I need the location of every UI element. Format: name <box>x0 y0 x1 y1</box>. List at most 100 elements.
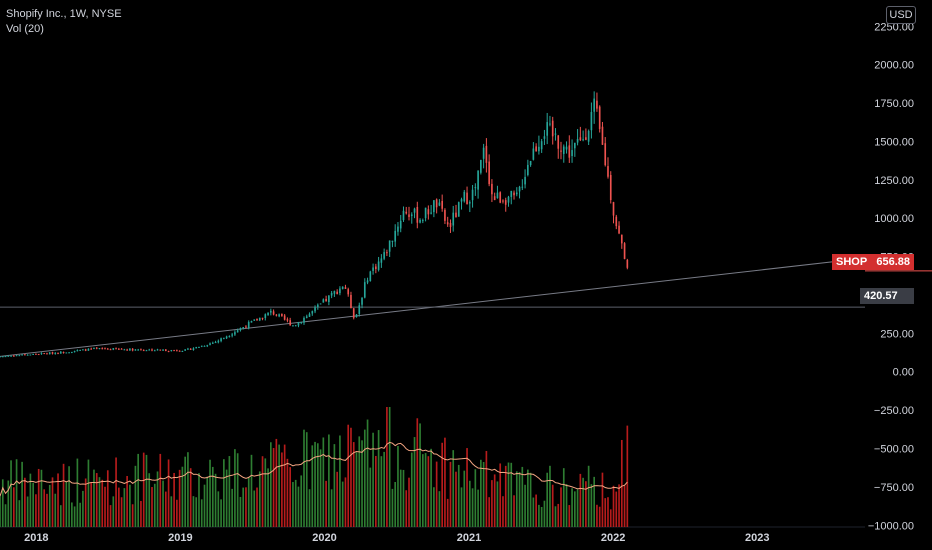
candle-body <box>35 353 37 355</box>
candle-body <box>562 146 565 154</box>
volume-bar <box>388 407 391 527</box>
volume-bar <box>496 481 499 527</box>
candle-body <box>134 349 137 351</box>
volume-bar <box>120 497 123 527</box>
candle-body <box>239 328 242 331</box>
volume-bar <box>491 480 493 527</box>
candle-body <box>176 350 178 352</box>
candle-body <box>98 348 101 350</box>
volume-bar <box>59 505 62 527</box>
candle-body <box>576 139 579 143</box>
volume-bar <box>270 442 272 527</box>
candle-body <box>504 200 507 205</box>
candle-body <box>214 342 217 344</box>
candle-body <box>573 142 576 149</box>
candle-body <box>131 348 134 351</box>
volume-bar <box>46 493 48 527</box>
volume-bar <box>463 470 466 527</box>
candle-body <box>223 337 225 339</box>
volume-bar <box>538 504 540 527</box>
volume-bar <box>527 469 529 527</box>
volume-bar <box>571 488 573 527</box>
candle-body <box>441 200 444 209</box>
candle-body <box>286 319 289 321</box>
volume-bar <box>26 496 29 527</box>
volume-bar <box>162 480 164 527</box>
candle-body <box>297 322 300 326</box>
candle-body <box>377 261 380 270</box>
volume-bar <box>73 506 76 527</box>
volume-bar <box>297 486 300 527</box>
volume-bar <box>372 432 374 527</box>
candle-body <box>84 349 87 351</box>
candle-body <box>250 321 253 323</box>
candle-body <box>399 220 402 229</box>
candle-body <box>258 317 261 321</box>
candle-body <box>322 299 325 303</box>
candle-body <box>104 348 106 350</box>
volume-bar <box>455 471 457 527</box>
x-tick-label: 2022 <box>601 532 625 544</box>
x-tick-label: 2021 <box>457 532 481 544</box>
candle-body <box>612 202 615 216</box>
candle-body <box>488 161 490 185</box>
candle-body <box>200 345 203 347</box>
candle-body <box>571 150 573 157</box>
volume-bar <box>283 444 286 527</box>
volume-bar <box>521 466 524 527</box>
candle-body <box>156 349 159 351</box>
volume-bar <box>303 429 305 527</box>
candle-body <box>181 351 184 353</box>
candle-body <box>1 356 4 358</box>
candle-body <box>386 252 388 254</box>
volume-bar <box>98 477 101 527</box>
volume-bar <box>386 407 388 527</box>
candle-body <box>101 348 104 350</box>
volume-bar <box>416 418 419 527</box>
volume-bar <box>156 471 159 527</box>
volume-bar <box>322 437 325 527</box>
volume-bar <box>466 448 468 527</box>
candle-body <box>344 287 347 289</box>
volume-bar <box>593 476 595 527</box>
y-tick-label: −500.00 <box>874 443 914 455</box>
candle-body <box>12 355 15 357</box>
volume-bar <box>1 479 4 527</box>
candle-body <box>192 348 195 351</box>
candle-body <box>609 174 612 201</box>
y-tick-label: −1000.00 <box>868 520 914 532</box>
volume-bar <box>236 453 239 527</box>
candle-body <box>391 240 394 242</box>
y-tick-label: 1500.00 <box>874 136 914 148</box>
candle-body <box>513 192 515 196</box>
candle-body <box>363 282 366 298</box>
candle-body <box>242 327 245 329</box>
volume-bar <box>562 468 565 527</box>
volume-bar <box>311 445 314 527</box>
volume-bar <box>32 482 34 527</box>
volume-bar <box>159 453 162 527</box>
volume-bar <box>502 496 504 527</box>
volume-bar <box>245 487 247 527</box>
candle-body <box>4 356 7 358</box>
volume-bar <box>145 454 148 527</box>
volume-bar <box>281 452 283 527</box>
volume-bar <box>228 456 231 527</box>
candle-body <box>46 353 48 355</box>
candle-body <box>71 351 73 353</box>
volume-bar <box>598 506 601 527</box>
candle-body <box>375 266 377 269</box>
candle-body <box>416 206 419 223</box>
volume-bar <box>377 430 380 527</box>
currency-button[interactable]: USD <box>886 6 916 24</box>
volume-bar <box>524 484 526 527</box>
candle-body <box>0 356 1 358</box>
volume-bar <box>211 466 214 527</box>
volume-bar <box>585 481 587 527</box>
candle-body <box>15 355 18 357</box>
candle-body <box>170 350 173 352</box>
candle-body <box>325 298 327 302</box>
volume-bar <box>7 480 10 527</box>
volume-bar <box>457 464 460 527</box>
